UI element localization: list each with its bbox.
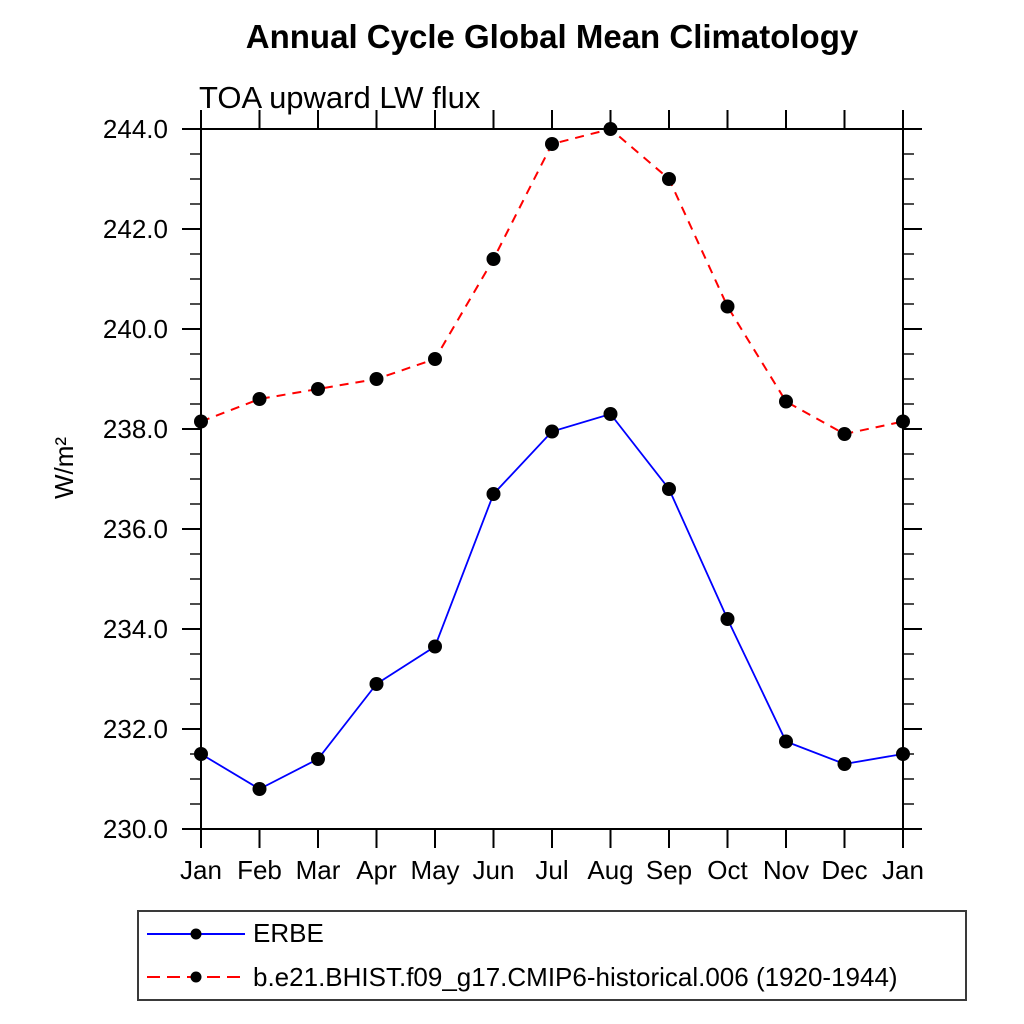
x-tick-label: Aug [587,855,633,885]
x-tick-label: May [410,855,459,885]
data-point-marker-model [486,252,501,266]
x-tick-label: Sep [646,855,692,885]
data-point-marker-erbe [311,752,325,766]
data-point-marker-model [428,352,442,366]
y-tick-label: 230.0 [103,814,168,844]
x-tick-label: Nov [763,855,809,885]
legend-line-sample [147,971,245,983]
data-point-marker-erbe [428,639,442,654]
x-tick-label: Jan [180,855,222,885]
data-point-marker-erbe [486,487,501,501]
x-tick-label: Feb [237,855,282,885]
data-point-marker-model [603,122,618,136]
data-point-marker-model [311,382,325,396]
legend-box: ERBE b.e21.BHIST.f09_g17.CMIP6-historical… [137,910,967,1001]
legend-row: ERBE [143,916,965,952]
data-point-marker-model [896,414,910,429]
y-tick-label: 234.0 [103,614,168,644]
x-tick-label: Jan [882,855,924,885]
x-tick-label: Dec [821,855,867,885]
legend-marker-icon [190,928,202,940]
data-point-marker-erbe [369,677,384,691]
data-point-marker-erbe [896,747,910,761]
y-tick-label: 236.0 [103,514,168,544]
data-point-marker-erbe [603,407,618,421]
data-point-marker-model [194,414,208,429]
legend-row: b.e21.BHIST.f09_g17.CMIP6-historical.006… [143,959,965,995]
data-point-marker-erbe [662,482,676,496]
data-point-marker-erbe [194,747,208,761]
x-tick-label: Apr [356,855,397,885]
legend-line-sample [147,928,245,940]
data-point-marker-erbe [545,424,559,439]
series-line-erbe [200,412,904,791]
y-tick-label: 244.0 [103,114,168,144]
data-point-marker-model [837,427,852,441]
y-tick-label: 232.0 [103,714,168,744]
legend-label: b.e21.BHIST.f09_g17.CMIP6-historical.006… [253,961,898,992]
data-point-marker-erbe [837,757,852,771]
data-point-marker-model [369,372,384,386]
x-tick-label: Jun [473,855,515,885]
y-tick-label: 242.0 [103,214,168,244]
data-point-marker-model [545,137,559,151]
y-tick-label: 238.0 [103,414,168,444]
x-tick-label: Oct [707,855,748,885]
legend-marker-icon [190,971,202,983]
series-line-model [200,127,904,436]
data-point-marker-model [720,299,735,314]
legend-label: ERBE [253,918,324,949]
chart-title: Annual Cycle Global Mean Climatology [245,18,859,55]
x-tick-label: Mar [296,855,341,885]
plot-frame [200,128,904,830]
data-point-marker-erbe [252,782,267,796]
data-point-marker-model [252,392,267,406]
data-point-marker-model [662,172,676,186]
data-point-marker-erbe [779,734,793,749]
data-point-marker-erbe [720,612,735,626]
data-point-marker-model [779,394,793,409]
x-tick-label: Jul [535,855,568,885]
chart-subtitle: TOA upward LW flux [199,80,481,115]
y-tick-label: 240.0 [103,314,168,344]
